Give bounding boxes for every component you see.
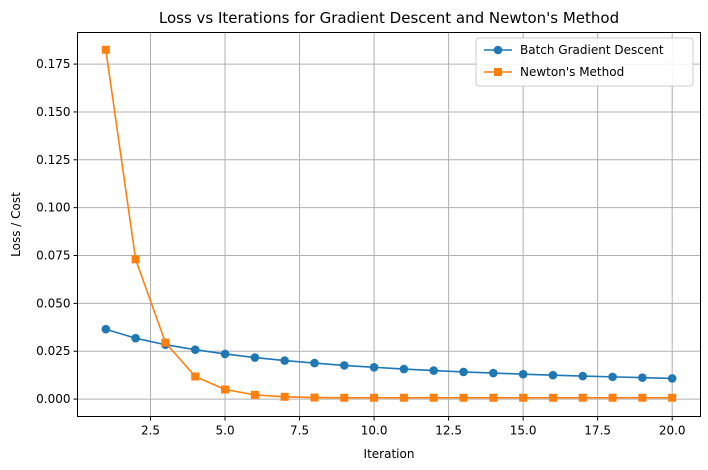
legend: Batch Gradient Descent Newton's Method	[475, 37, 694, 87]
data-point	[250, 353, 260, 362]
data-point	[578, 393, 587, 402]
data-point	[608, 372, 617, 382]
data-point	[369, 363, 379, 372]
data-point	[429, 393, 438, 402]
data-point	[429, 366, 439, 375]
x-tick-label: 5.0	[216, 424, 235, 438]
legend-item: Newton's Method	[484, 65, 624, 79]
y-axis-label: Loss / Cost	[9, 192, 23, 257]
data-point	[548, 370, 558, 380]
legend-label: Newton's Method	[520, 65, 624, 79]
data-point	[280, 356, 289, 365]
data-point	[399, 393, 408, 402]
y-tick-label: 0.075	[36, 249, 70, 263]
y-tick-label: 0.150	[36, 105, 70, 119]
data-point	[339, 361, 349, 370]
data-point	[310, 393, 319, 402]
data-point	[399, 364, 409, 374]
x-tick-label: 20.0	[659, 424, 686, 438]
series-1	[101, 324, 677, 383]
data-point	[667, 374, 677, 383]
x-axis-label: Iteration	[364, 447, 415, 461]
x-tick-label: 2.5	[141, 424, 160, 438]
data-point	[459, 393, 468, 402]
data-point	[131, 255, 140, 264]
data-point	[459, 367, 468, 377]
data-point	[518, 369, 528, 379]
legend-item: Batch Gradient Descent	[484, 43, 664, 57]
data-point	[340, 393, 349, 402]
y-tick-label: 0.050	[36, 296, 70, 310]
plot-frame	[77, 32, 701, 417]
data-point	[489, 393, 498, 402]
data-point	[131, 333, 140, 343]
data-point	[310, 358, 319, 368]
data-point	[608, 393, 617, 402]
data-point	[548, 393, 557, 402]
data-point	[280, 392, 289, 401]
data-point	[101, 324, 111, 334]
legend-label: Batch Gradient Descent	[520, 43, 664, 57]
axes: 2.5 5.0 7.5 10.0 12.5 15.0 17.5 20.0 0.000 0.025 0…	[36, 57, 685, 437]
y-tick-label: 0.125	[36, 153, 70, 167]
y-tick-label: 0.000	[36, 392, 70, 406]
data-point	[190, 345, 200, 354]
series-line	[105, 49, 673, 399]
data-point	[370, 393, 379, 402]
legend-marker	[494, 68, 502, 76]
x-tick-label: 7.5	[290, 424, 309, 438]
y-tick-label: 0.100	[36, 201, 70, 215]
legend-marker	[493, 45, 503, 55]
data-point	[101, 45, 110, 54]
data-point	[578, 371, 588, 381]
data-point	[668, 393, 677, 402]
data-point	[221, 385, 230, 394]
data-point	[489, 368, 498, 378]
series-2	[101, 45, 677, 402]
x-tick-label: 15.0	[510, 424, 537, 438]
x-tick-label: 17.5	[584, 424, 611, 438]
legend-box	[475, 37, 694, 87]
y-tick-label: 0.025	[36, 344, 70, 358]
grid-lines	[77, 32, 701, 417]
data-point	[191, 372, 200, 381]
series-line	[105, 328, 673, 380]
data-point	[161, 338, 170, 347]
y-tick-label: 0.175	[36, 57, 70, 71]
series-lines	[101, 45, 677, 402]
data-point	[519, 393, 528, 402]
x-tick-label: 12.5	[435, 424, 462, 438]
x-tick-label: 10.0	[361, 424, 388, 438]
data-point	[250, 390, 259, 399]
data-point	[220, 349, 230, 359]
data-point	[638, 393, 647, 402]
chart-title: Loss vs Iterations for Gradient Descent …	[159, 9, 619, 27]
data-point	[638, 373, 647, 382]
